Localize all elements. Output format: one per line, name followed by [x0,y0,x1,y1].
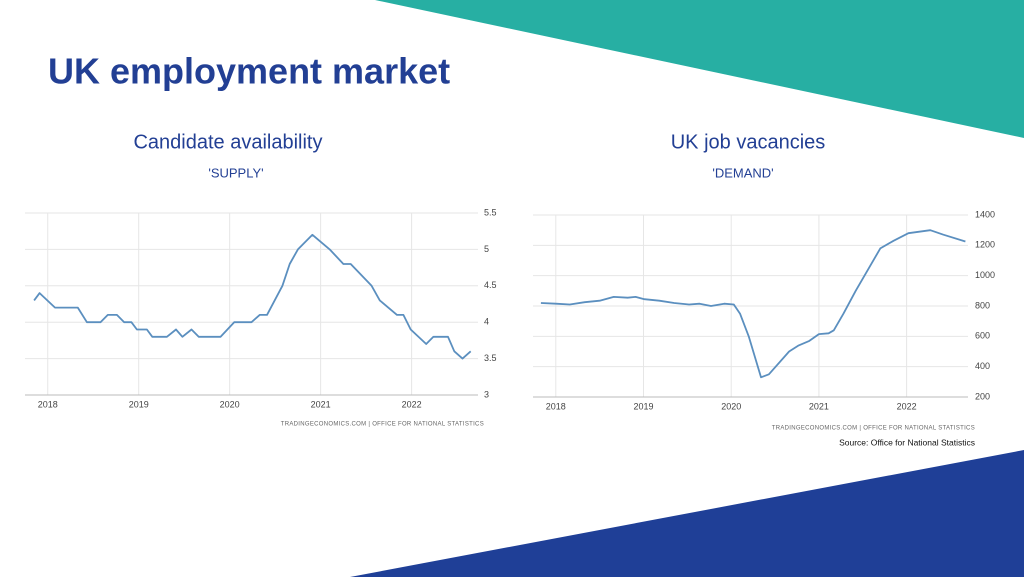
y-tick-label: 1400 [975,209,995,219]
data-line [540,229,966,379]
chart-title: Candidate availability [133,131,322,153]
chart-attribution: TRADINGECONOMICS.COM | OFFICE FOR NATION… [772,426,975,432]
chart-attribution: TRADINGECONOMICS.COM | OFFICE FOR NATION… [281,422,484,428]
x-tick-label: 2022 [402,399,422,409]
x-tick-label: 2018 [38,399,58,409]
y-tick-label: 1200 [975,240,995,250]
x-tick-label: 2021 [809,401,829,411]
teal-decoration [375,0,1024,138]
chart-title: UK job vacancies [671,131,826,153]
x-tick-label: 2022 [897,401,917,411]
y-tick-label: 200 [975,391,990,401]
y-tick-label: 400 [975,361,990,371]
y-tick-label: 4 [484,317,489,327]
y-tick-label: 600 [975,331,990,341]
x-tick-label: 2018 [546,401,566,411]
x-tick-label: 2019 [633,401,653,411]
x-tick-label: 2019 [129,399,149,409]
y-tick-label: 800 [975,300,990,310]
chart-subtitle: 'DEMAND' [712,165,773,180]
y-tick-label: 5 [484,244,489,254]
chart-subtitle: 'SUPPLY' [208,165,263,180]
x-tick-label: 2020 [220,399,240,409]
y-tick-label: 3 [484,389,489,399]
source-note: Source: Office for National Statistics [839,437,975,447]
blue-decoration [350,450,1024,577]
y-tick-label: 4.5 [484,280,497,290]
data-line [33,233,472,360]
x-tick-label: 2020 [721,401,741,411]
y-tick-label: 1000 [975,270,995,280]
y-tick-label: 5.5 [484,207,497,217]
x-tick-label: 2021 [311,399,331,409]
slide-title: UK employment market [48,51,450,92]
y-tick-label: 3.5 [484,353,497,363]
